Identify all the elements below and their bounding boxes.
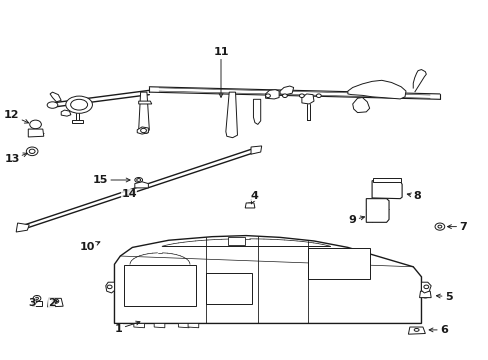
Polygon shape (28, 129, 44, 137)
Polygon shape (139, 92, 149, 134)
Polygon shape (50, 92, 61, 102)
Polygon shape (421, 282, 430, 293)
Polygon shape (347, 80, 405, 99)
Polygon shape (16, 223, 29, 232)
Polygon shape (225, 92, 237, 138)
Bar (307, 248, 369, 279)
Ellipse shape (36, 297, 39, 300)
Ellipse shape (33, 296, 41, 301)
Text: 12: 12 (4, 111, 29, 123)
Polygon shape (250, 146, 261, 154)
Ellipse shape (246, 203, 253, 207)
Text: 5: 5 (435, 292, 451, 302)
Text: 14: 14 (121, 189, 137, 199)
Text: 8: 8 (407, 191, 420, 201)
Polygon shape (280, 86, 293, 95)
Polygon shape (139, 101, 151, 104)
Polygon shape (178, 323, 189, 328)
Ellipse shape (316, 94, 321, 98)
Text: 10: 10 (80, 242, 100, 252)
Polygon shape (154, 323, 164, 328)
Polygon shape (135, 182, 148, 188)
Text: 3: 3 (28, 298, 39, 308)
Text: 6: 6 (428, 325, 447, 335)
Ellipse shape (299, 94, 304, 98)
Ellipse shape (47, 102, 58, 108)
Ellipse shape (70, 99, 87, 110)
Polygon shape (352, 98, 369, 113)
Bar (227, 237, 244, 245)
Ellipse shape (135, 177, 142, 183)
Ellipse shape (66, 96, 92, 113)
Ellipse shape (26, 147, 38, 156)
Text: 1: 1 (115, 321, 140, 334)
Polygon shape (137, 127, 148, 134)
Ellipse shape (141, 129, 146, 133)
Text: 7: 7 (447, 222, 466, 231)
Ellipse shape (420, 292, 429, 298)
Ellipse shape (282, 94, 287, 98)
Text: 4: 4 (250, 191, 258, 204)
Polygon shape (301, 94, 313, 104)
Polygon shape (61, 110, 71, 116)
Polygon shape (32, 301, 42, 306)
Ellipse shape (54, 300, 57, 302)
Ellipse shape (137, 179, 141, 181)
Polygon shape (372, 178, 400, 182)
Polygon shape (134, 323, 144, 328)
Bar (124, 265, 195, 306)
Text: 2: 2 (47, 298, 58, 308)
Polygon shape (419, 291, 430, 298)
Polygon shape (412, 69, 426, 92)
Polygon shape (265, 90, 279, 99)
Bar (206, 273, 252, 304)
Text: 11: 11 (213, 46, 228, 97)
Text: 9: 9 (348, 215, 364, 225)
Ellipse shape (52, 299, 59, 303)
Text: 13: 13 (4, 153, 27, 164)
Ellipse shape (423, 285, 428, 289)
Ellipse shape (107, 285, 112, 289)
Ellipse shape (30, 120, 41, 129)
Ellipse shape (437, 225, 441, 228)
Polygon shape (105, 282, 114, 293)
Ellipse shape (29, 149, 35, 153)
Polygon shape (407, 327, 425, 334)
Polygon shape (72, 120, 82, 123)
Polygon shape (188, 323, 198, 328)
Polygon shape (244, 203, 254, 208)
Polygon shape (47, 298, 63, 307)
Ellipse shape (265, 94, 270, 98)
Text: 15: 15 (93, 175, 130, 185)
Polygon shape (366, 199, 388, 222)
Ellipse shape (434, 223, 444, 230)
Polygon shape (114, 235, 421, 323)
Polygon shape (253, 99, 260, 125)
Ellipse shape (413, 328, 418, 331)
Polygon shape (371, 181, 401, 199)
